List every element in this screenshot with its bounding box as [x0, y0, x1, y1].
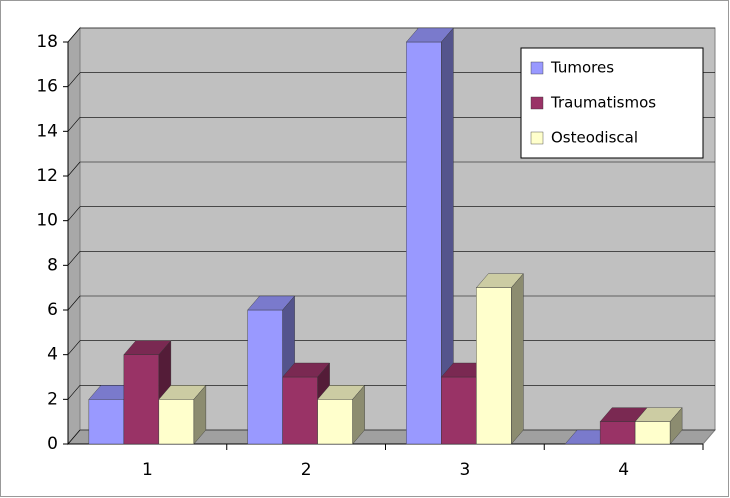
bar [634, 407, 683, 445]
x-tick-label: 3 [459, 460, 470, 480]
bar-front [282, 376, 318, 445]
bar-front [247, 309, 283, 445]
y-tick-label: 8 [47, 255, 58, 275]
grid-line [67, 206, 81, 221]
legend-swatch [530, 61, 544, 75]
bar-side [511, 273, 524, 445]
bar-front [406, 41, 442, 445]
bar-front [317, 399, 353, 445]
grid-line [67, 385, 81, 400]
bar [317, 384, 366, 445]
legend-label: Tumores [550, 59, 614, 77]
x-tick-label: 2 [301, 460, 312, 480]
grid-line [67, 27, 81, 43]
legend-swatch [530, 131, 544, 145]
legend-label: Traumatismos [550, 94, 656, 112]
bar-front [441, 376, 477, 445]
bar-front [158, 399, 195, 445]
y-tick-label: 16 [36, 77, 58, 97]
x-tick-label: 1 [142, 460, 153, 480]
grid-line [67, 429, 81, 445]
legend [520, 47, 704, 159]
y-tick-label: 10 [36, 211, 58, 231]
grid-line [67, 340, 81, 355]
y-tick-label: 14 [36, 121, 58, 141]
bar [158, 384, 207, 445]
side-wall [67, 26, 81, 446]
grid-line [67, 295, 81, 311]
legend-swatch [530, 96, 544, 110]
grid-line [67, 72, 81, 87]
bar-front [123, 354, 160, 445]
bar-side [669, 407, 683, 445]
y-tick-label: 12 [36, 166, 58, 186]
y-tick-label: 18 [36, 32, 58, 52]
y-tick-label: 2 [47, 389, 58, 409]
y-tick-label: 6 [47, 300, 58, 320]
y-tick-label: 0 [47, 434, 58, 454]
bar-side [193, 384, 207, 445]
bar-front [634, 421, 671, 445]
grid-line [67, 161, 81, 177]
legend-label: Osteodiscal [551, 129, 638, 147]
y-tick-label: 4 [47, 345, 58, 365]
grid-line [67, 251, 81, 266]
bar-front [88, 399, 125, 445]
x-tick-label: 4 [618, 460, 629, 480]
bar [475, 273, 524, 445]
bar-front [599, 421, 636, 445]
bar-front [476, 287, 512, 445]
grid-line [67, 117, 81, 132]
bar-side [352, 384, 365, 445]
